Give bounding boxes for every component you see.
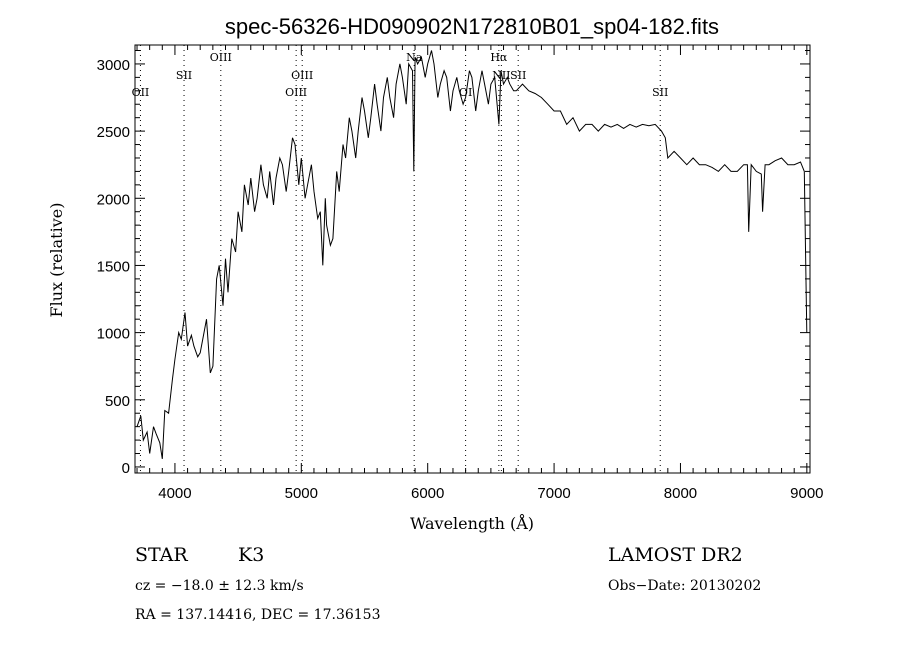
line-marker-label: Na [406,51,423,64]
line-marker-label: SII [652,86,668,99]
y-tick-label: 0 [122,460,130,477]
plot-frame [134,44,811,474]
y-tick-label: 2500 [97,124,130,141]
line-marker-label: OII [132,86,150,99]
object-subclass: K3 [238,544,264,566]
axis-ticks [135,45,810,473]
x-tick-label: 5000 [285,485,318,502]
x-tick-label: 7000 [537,485,570,502]
line-marker-label: OIII [285,86,307,99]
line-marker-label: OI [459,86,472,99]
obs-date: Obs−Date: 20130202 [608,578,761,594]
y-tick-label: 500 [105,393,130,410]
survey-label: LAMOST DR2 [608,544,743,566]
spectrum-line [136,50,808,459]
object-class: STAR [135,544,188,566]
y-tick-label: 1000 [97,326,130,343]
y-tick-label: 1500 [97,258,130,275]
line-marker-label: OIII [210,51,232,64]
x-axis-label: Wavelength (Å) [410,513,534,533]
y-tick-labels: 0 500 1000 1500 2000 2500 3000 [97,57,130,477]
line-marker-label: SII [176,69,192,82]
redshift-text: cz = −18.0 ± 12.3 km/s [135,578,304,594]
y-tick-label: 3000 [97,57,130,74]
y-axis-label: Flux (relative) [47,203,66,318]
x-tick-label: 4000 [158,485,191,502]
x-tick-labels: 4000 5000 6000 7000 8000 9000 [158,485,823,502]
chart-title: spec-56326-HD090902N172810B01_sp04-182.f… [225,14,719,39]
line-marker-label: SII [510,69,526,82]
coordinates: RA = 137.14416, DEC = 17.36153 [135,607,380,623]
line-marker-label: Hα [490,51,508,64]
line-marker-label: OIII [291,69,313,82]
y-tick-label: 2000 [97,191,130,208]
x-tick-label: 6000 [411,485,444,502]
x-tick-label: 9000 [790,485,823,502]
x-tick-label: 8000 [664,485,697,502]
